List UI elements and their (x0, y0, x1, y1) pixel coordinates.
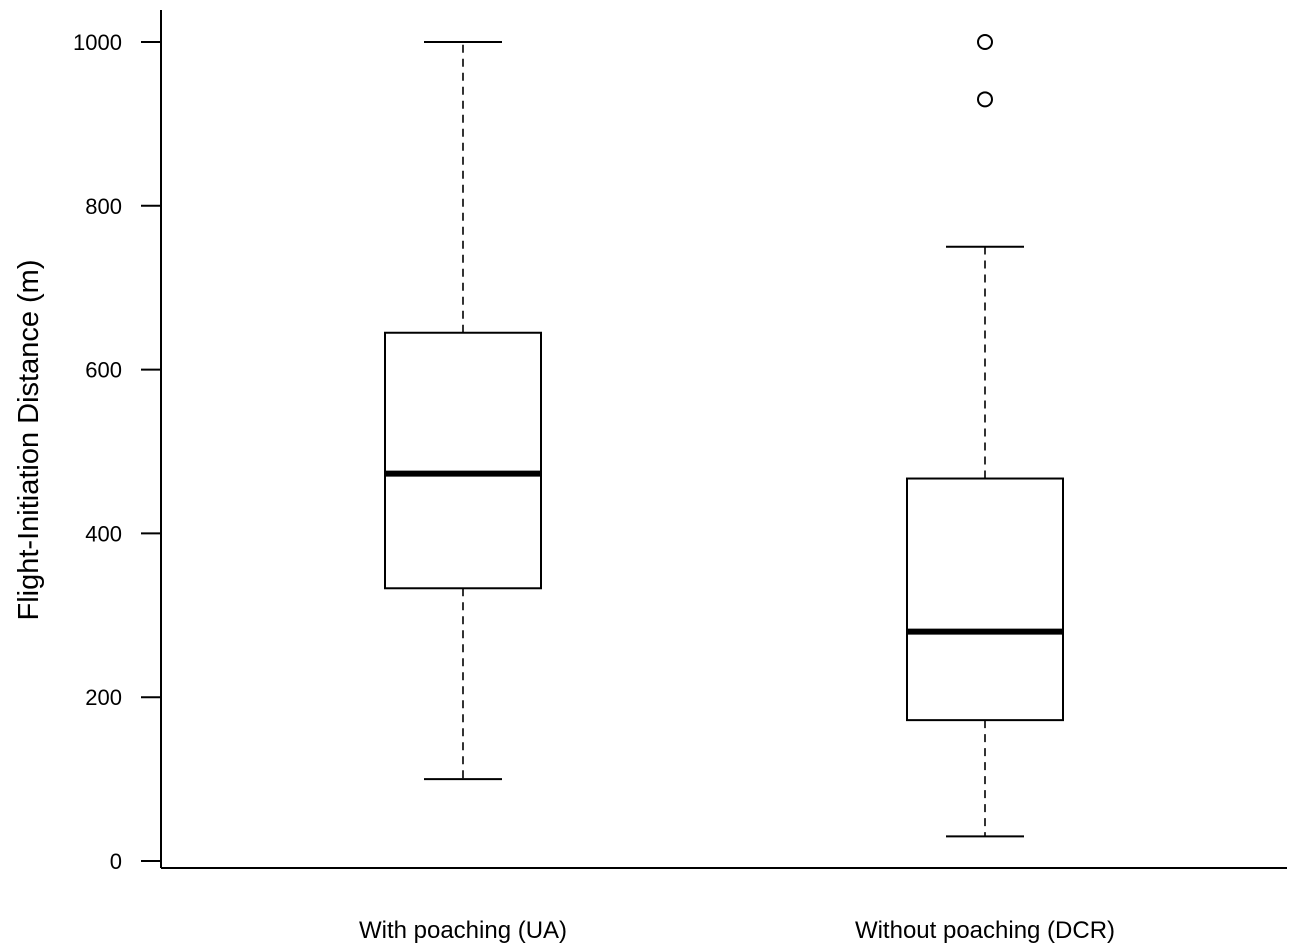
iqr-box (384, 331, 542, 590)
y-tick-label: 600 (85, 358, 122, 383)
y-tick-label: 200 (85, 685, 122, 710)
outlier-point (977, 91, 993, 108)
outlier-point (977, 34, 993, 50)
y-tick-label: 0 (110, 849, 122, 874)
x-tick-label: With poaching (UA) (359, 917, 567, 944)
box-group (384, 41, 542, 781)
y-tick-label: 1000 (73, 30, 122, 55)
axes: 0 200 400 600 800 1000 With poaching (UA) Witho… (73, 10, 1287, 944)
y-tick-label: 800 (85, 194, 122, 219)
box-group (906, 34, 1064, 838)
iqr-box (906, 477, 1064, 722)
boxes (384, 34, 1064, 838)
y-axis-label: Flight-Initiation Distance (m) (13, 260, 45, 621)
y-tick-label: 400 (85, 521, 122, 546)
x-tick-label: Without poaching (DCR) (855, 917, 1115, 944)
